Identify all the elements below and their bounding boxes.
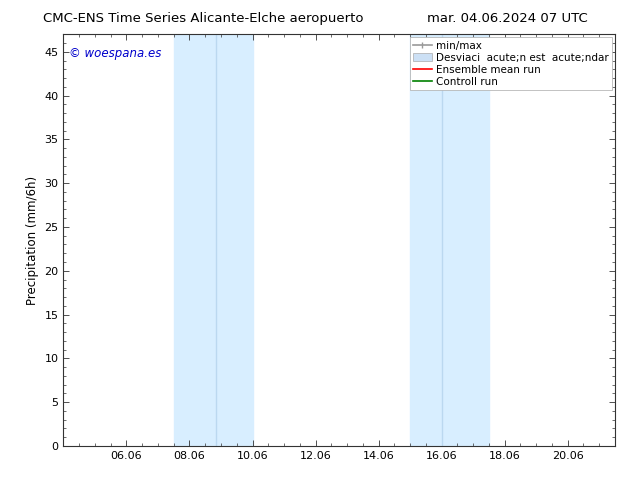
Bar bbox=[174, 34, 252, 446]
Text: mar. 04.06.2024 07 UTC: mar. 04.06.2024 07 UTC bbox=[427, 12, 588, 25]
Text: CMC-ENS Time Series Alicante-Elche aeropuerto: CMC-ENS Time Series Alicante-Elche aerop… bbox=[42, 12, 363, 25]
Text: © woespana.es: © woespana.es bbox=[69, 47, 161, 60]
Y-axis label: Precipitation (mm/6h): Precipitation (mm/6h) bbox=[26, 175, 39, 305]
Legend: min/max, Desviaci  acute;n est  acute;ndar, Ensemble mean run, Controll run: min/max, Desviaci acute;n est acute;ndar… bbox=[410, 37, 612, 90]
Bar bbox=[410, 34, 489, 446]
